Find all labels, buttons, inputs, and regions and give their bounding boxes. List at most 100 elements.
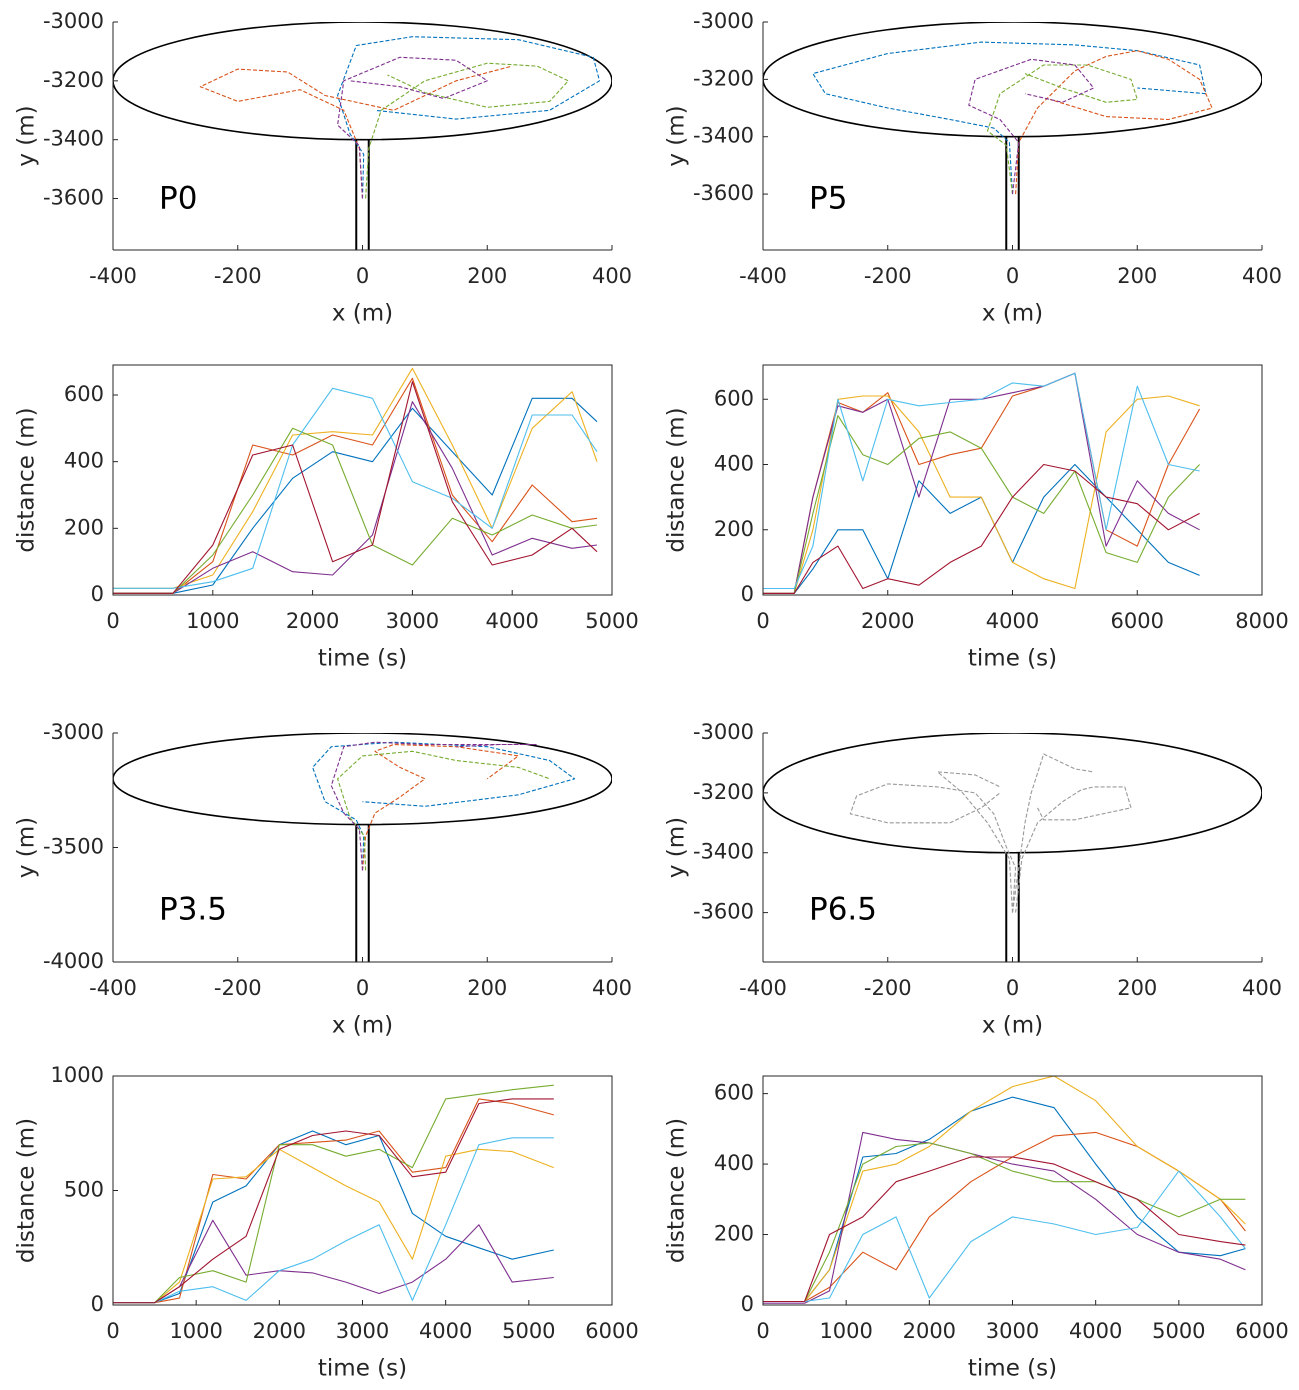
x-axis-label: x (m) [982, 1013, 1043, 1039]
x-tick-label: 0 [356, 976, 369, 1000]
x-tick-label: 1000 [819, 1319, 872, 1343]
plot-area [763, 372, 1201, 594]
y-tick-label: 200 [64, 515, 104, 539]
y-tick-label: 600 [714, 386, 754, 410]
y-tick-label: -3500 [43, 835, 104, 859]
x-tick-label: -200 [214, 264, 262, 288]
x-tick-label: 3000 [386, 609, 439, 633]
distance-line [113, 401, 598, 594]
distance-line [113, 1219, 554, 1304]
x-tick-label: 2000 [861, 609, 914, 633]
subplot: 0 1000 2000 3000 4000 5000 6000 0 200 400 600 time … [664, 1075, 1289, 1382]
x-tick-label: 1000 [186, 609, 239, 633]
trajectory-line [1015, 786, 1132, 913]
distance-line [763, 463, 1200, 594]
y-tick-label: -3400 [693, 840, 754, 864]
distance-line [763, 1076, 1246, 1303]
y-tick-label: -3200 [693, 66, 754, 90]
y-axis-label: distance (m) [664, 407, 690, 552]
x-axis-label: time (s) [968, 646, 1057, 672]
y-tick-label: -3000 [43, 720, 104, 744]
trajectory-line [330, 741, 538, 871]
distance-line [113, 1084, 554, 1304]
distance-line [763, 1170, 1246, 1303]
y-tick-label: -3200 [693, 780, 754, 804]
y-tick-label: 200 [714, 1222, 754, 1246]
distance-line [113, 1098, 554, 1304]
y-tick-label: -3400 [693, 124, 754, 148]
y-tick-label: 200 [714, 517, 754, 541]
distance-line [763, 372, 1201, 594]
x-tick-label: 200 [467, 264, 507, 288]
plot-area [763, 1076, 1246, 1304]
y-axis-label: y (m) [14, 105, 40, 166]
distance-line [763, 1131, 1246, 1304]
x-tick-label: 5000 [585, 609, 638, 633]
subplot: -400 -200 0 200 400 -4000 -3500 -3000 x (m) y (m)… [14, 720, 633, 1039]
arena-boundary [763, 733, 1262, 854]
y-tick-label: -3000 [43, 9, 104, 33]
distance-line [763, 1156, 1246, 1303]
x-tick-label: 3000 [986, 1319, 1039, 1343]
plot-area [113, 733, 612, 962]
y-tick-label: -3000 [693, 720, 754, 744]
x-tick-label: -200 [864, 976, 912, 1000]
y-tick-label: -3200 [43, 68, 104, 92]
panel-label: P5 [809, 181, 847, 217]
y-tick-label: 0 [741, 1292, 754, 1316]
distance-line [113, 1148, 554, 1304]
trajectory-line [1015, 50, 1213, 195]
trajectory-line [361, 743, 519, 871]
x-tick-label: -400 [739, 264, 787, 288]
x-tick-label: -400 [739, 976, 787, 1000]
x-tick-label: 6000 [585, 1319, 638, 1343]
subplot: -400 -200 0 200 400 -3600 -3400 -3200 -3000 x (m)… [14, 9, 633, 327]
distance-line [763, 1142, 1246, 1303]
x-tick-label: 400 [592, 264, 632, 288]
x-tick-label: -200 [864, 264, 912, 288]
distance-line [763, 372, 1200, 594]
x-axis-label: x (m) [332, 301, 393, 327]
x-tick-label: -200 [214, 976, 262, 1000]
x-axis-label: time (s) [318, 646, 407, 672]
y-axis-label: y (m) [664, 105, 690, 166]
plot-area [113, 22, 612, 250]
y-tick-label: -4000 [43, 949, 104, 973]
plot-area [763, 733, 1262, 962]
plot-area [763, 22, 1262, 250]
x-tick-label: 200 [1117, 976, 1157, 1000]
distance-line [763, 415, 1200, 594]
arena-boundary [763, 22, 1262, 138]
y-tick-label: 0 [91, 582, 104, 606]
x-tick-label: 200 [1117, 264, 1157, 288]
panel-label: P6.5 [809, 892, 877, 928]
y-tick-label: -3600 [43, 186, 104, 210]
arena-boundary [113, 22, 612, 141]
x-tick-label: 5000 [1152, 1319, 1205, 1343]
y-tick-label: -3600 [693, 181, 754, 205]
distance-line [113, 367, 598, 589]
distance-line [113, 397, 598, 594]
x-tick-label: 0 [1006, 976, 1019, 1000]
axes-box [762, 1075, 1263, 1306]
y-axis-label: y (m) [664, 817, 690, 878]
subplot: 0 1000 2000 3000 4000 5000 6000 0 500 1000 time (s… [14, 1063, 639, 1382]
x-tick-label: -400 [89, 264, 137, 288]
subplot: -400 -200 0 200 400 -3600 -3400 -3200 -3000 x (m)… [664, 720, 1283, 1039]
y-tick-label: 0 [741, 582, 754, 606]
trajectory-line [337, 750, 550, 871]
x-tick-label: 2000 [253, 1319, 306, 1343]
y-tick-label: 600 [714, 1081, 754, 1105]
y-tick-label: 400 [714, 1151, 754, 1175]
x-tick-label: 0 [1006, 264, 1019, 288]
x-tick-label: 400 [1242, 264, 1282, 288]
x-tick-label: 4000 [419, 1319, 472, 1343]
subplot: 0 1000 2000 3000 4000 5000 0 200 400 600 time (s) d… [14, 364, 639, 672]
x-tick-label: 400 [592, 976, 632, 1000]
trajectory-line [199, 65, 513, 199]
x-axis-label: x (m) [332, 1013, 393, 1039]
x-tick-label: 400 [1242, 976, 1282, 1000]
trajectory-line [986, 64, 1138, 195]
distance-line [113, 1137, 554, 1304]
